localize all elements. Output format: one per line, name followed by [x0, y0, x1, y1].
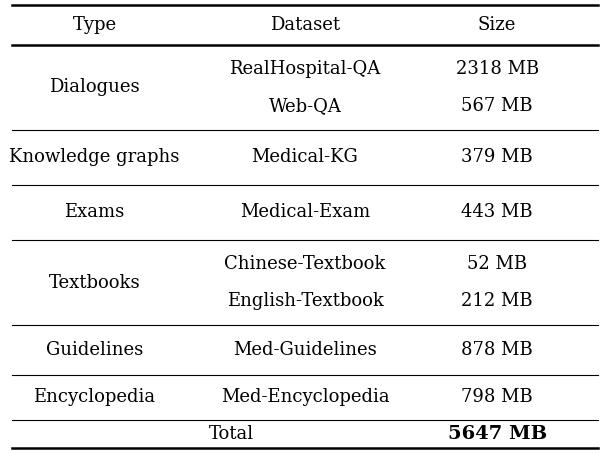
Text: Type: Type [73, 16, 117, 34]
Text: 212 MB: 212 MB [461, 292, 533, 310]
Text: 52 MB: 52 MB [467, 255, 527, 273]
Text: Exams: Exams [65, 203, 124, 222]
Text: 798 MB: 798 MB [461, 389, 533, 406]
Text: 443 MB: 443 MB [461, 203, 533, 222]
Text: Web-QA: Web-QA [268, 97, 342, 115]
Text: 2318 MB: 2318 MB [456, 60, 539, 78]
Text: RealHospital-QA: RealHospital-QA [229, 60, 381, 78]
Text: 379 MB: 379 MB [461, 148, 533, 166]
Text: Size: Size [478, 16, 516, 34]
Text: Dataset: Dataset [270, 16, 340, 34]
Text: Med-Guidelines: Med-Guidelines [233, 341, 377, 359]
Text: Med-Encyclopedia: Med-Encyclopedia [221, 389, 389, 406]
Text: English-Textbook: English-Textbook [226, 292, 384, 310]
Text: Textbooks: Textbooks [49, 274, 140, 291]
Text: Encyclopedia: Encyclopedia [34, 389, 156, 406]
Text: Medical-KG: Medical-KG [251, 148, 359, 166]
Text: Total: Total [209, 425, 254, 443]
Text: 567 MB: 567 MB [461, 97, 533, 115]
Text: Medical-Exam: Medical-Exam [240, 203, 370, 222]
Text: 5647 MB: 5647 MB [448, 425, 547, 443]
Text: Chinese-Textbook: Chinese-Textbook [224, 255, 386, 273]
Text: Knowledge graphs: Knowledge graphs [9, 148, 180, 166]
Text: Dialogues: Dialogues [49, 79, 140, 96]
Text: Guidelines: Guidelines [46, 341, 143, 359]
Text: 878 MB: 878 MB [461, 341, 533, 359]
